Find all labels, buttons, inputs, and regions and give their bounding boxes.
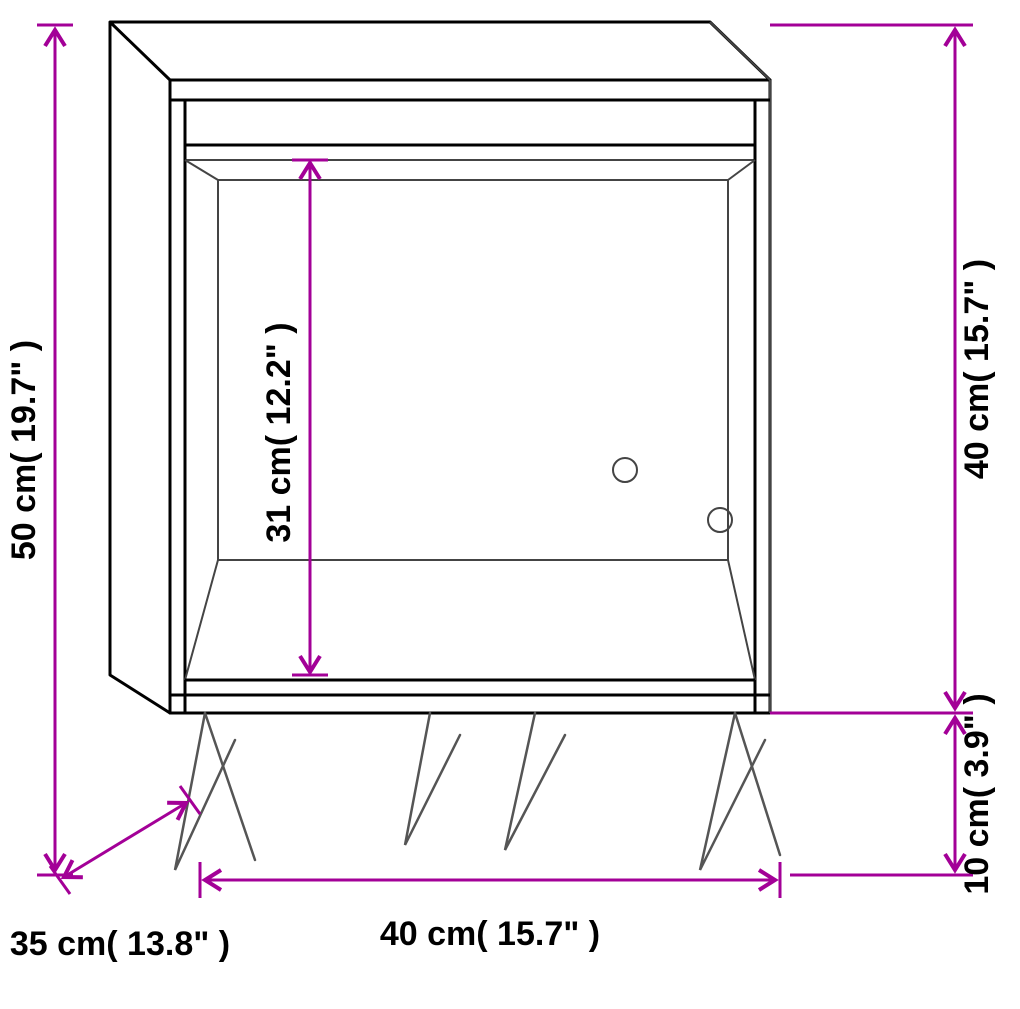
dimension-labels: 50 cm( 19.7" ) 31 cm( 12.2" ) 40 cm( 15.7"… — [5, 259, 996, 963]
dim-inner-height: 31 cm( 12.2" ) — [260, 322, 298, 542]
cabinet-drawing — [110, 22, 780, 870]
dim-width: 40 cm( 15.7" ) — [380, 915, 600, 953]
dimension-lines — [37, 25, 973, 898]
legs — [175, 713, 780, 870]
dim-depth: 35 cm( 13.8" ) — [10, 925, 230, 963]
dim-leg-height: 10 cm( 3.9" ) — [958, 693, 996, 894]
dim-total-height: 50 cm( 19.7" ) — [5, 340, 43, 560]
dim-body-height: 40 cm( 15.7" ) — [958, 259, 996, 479]
